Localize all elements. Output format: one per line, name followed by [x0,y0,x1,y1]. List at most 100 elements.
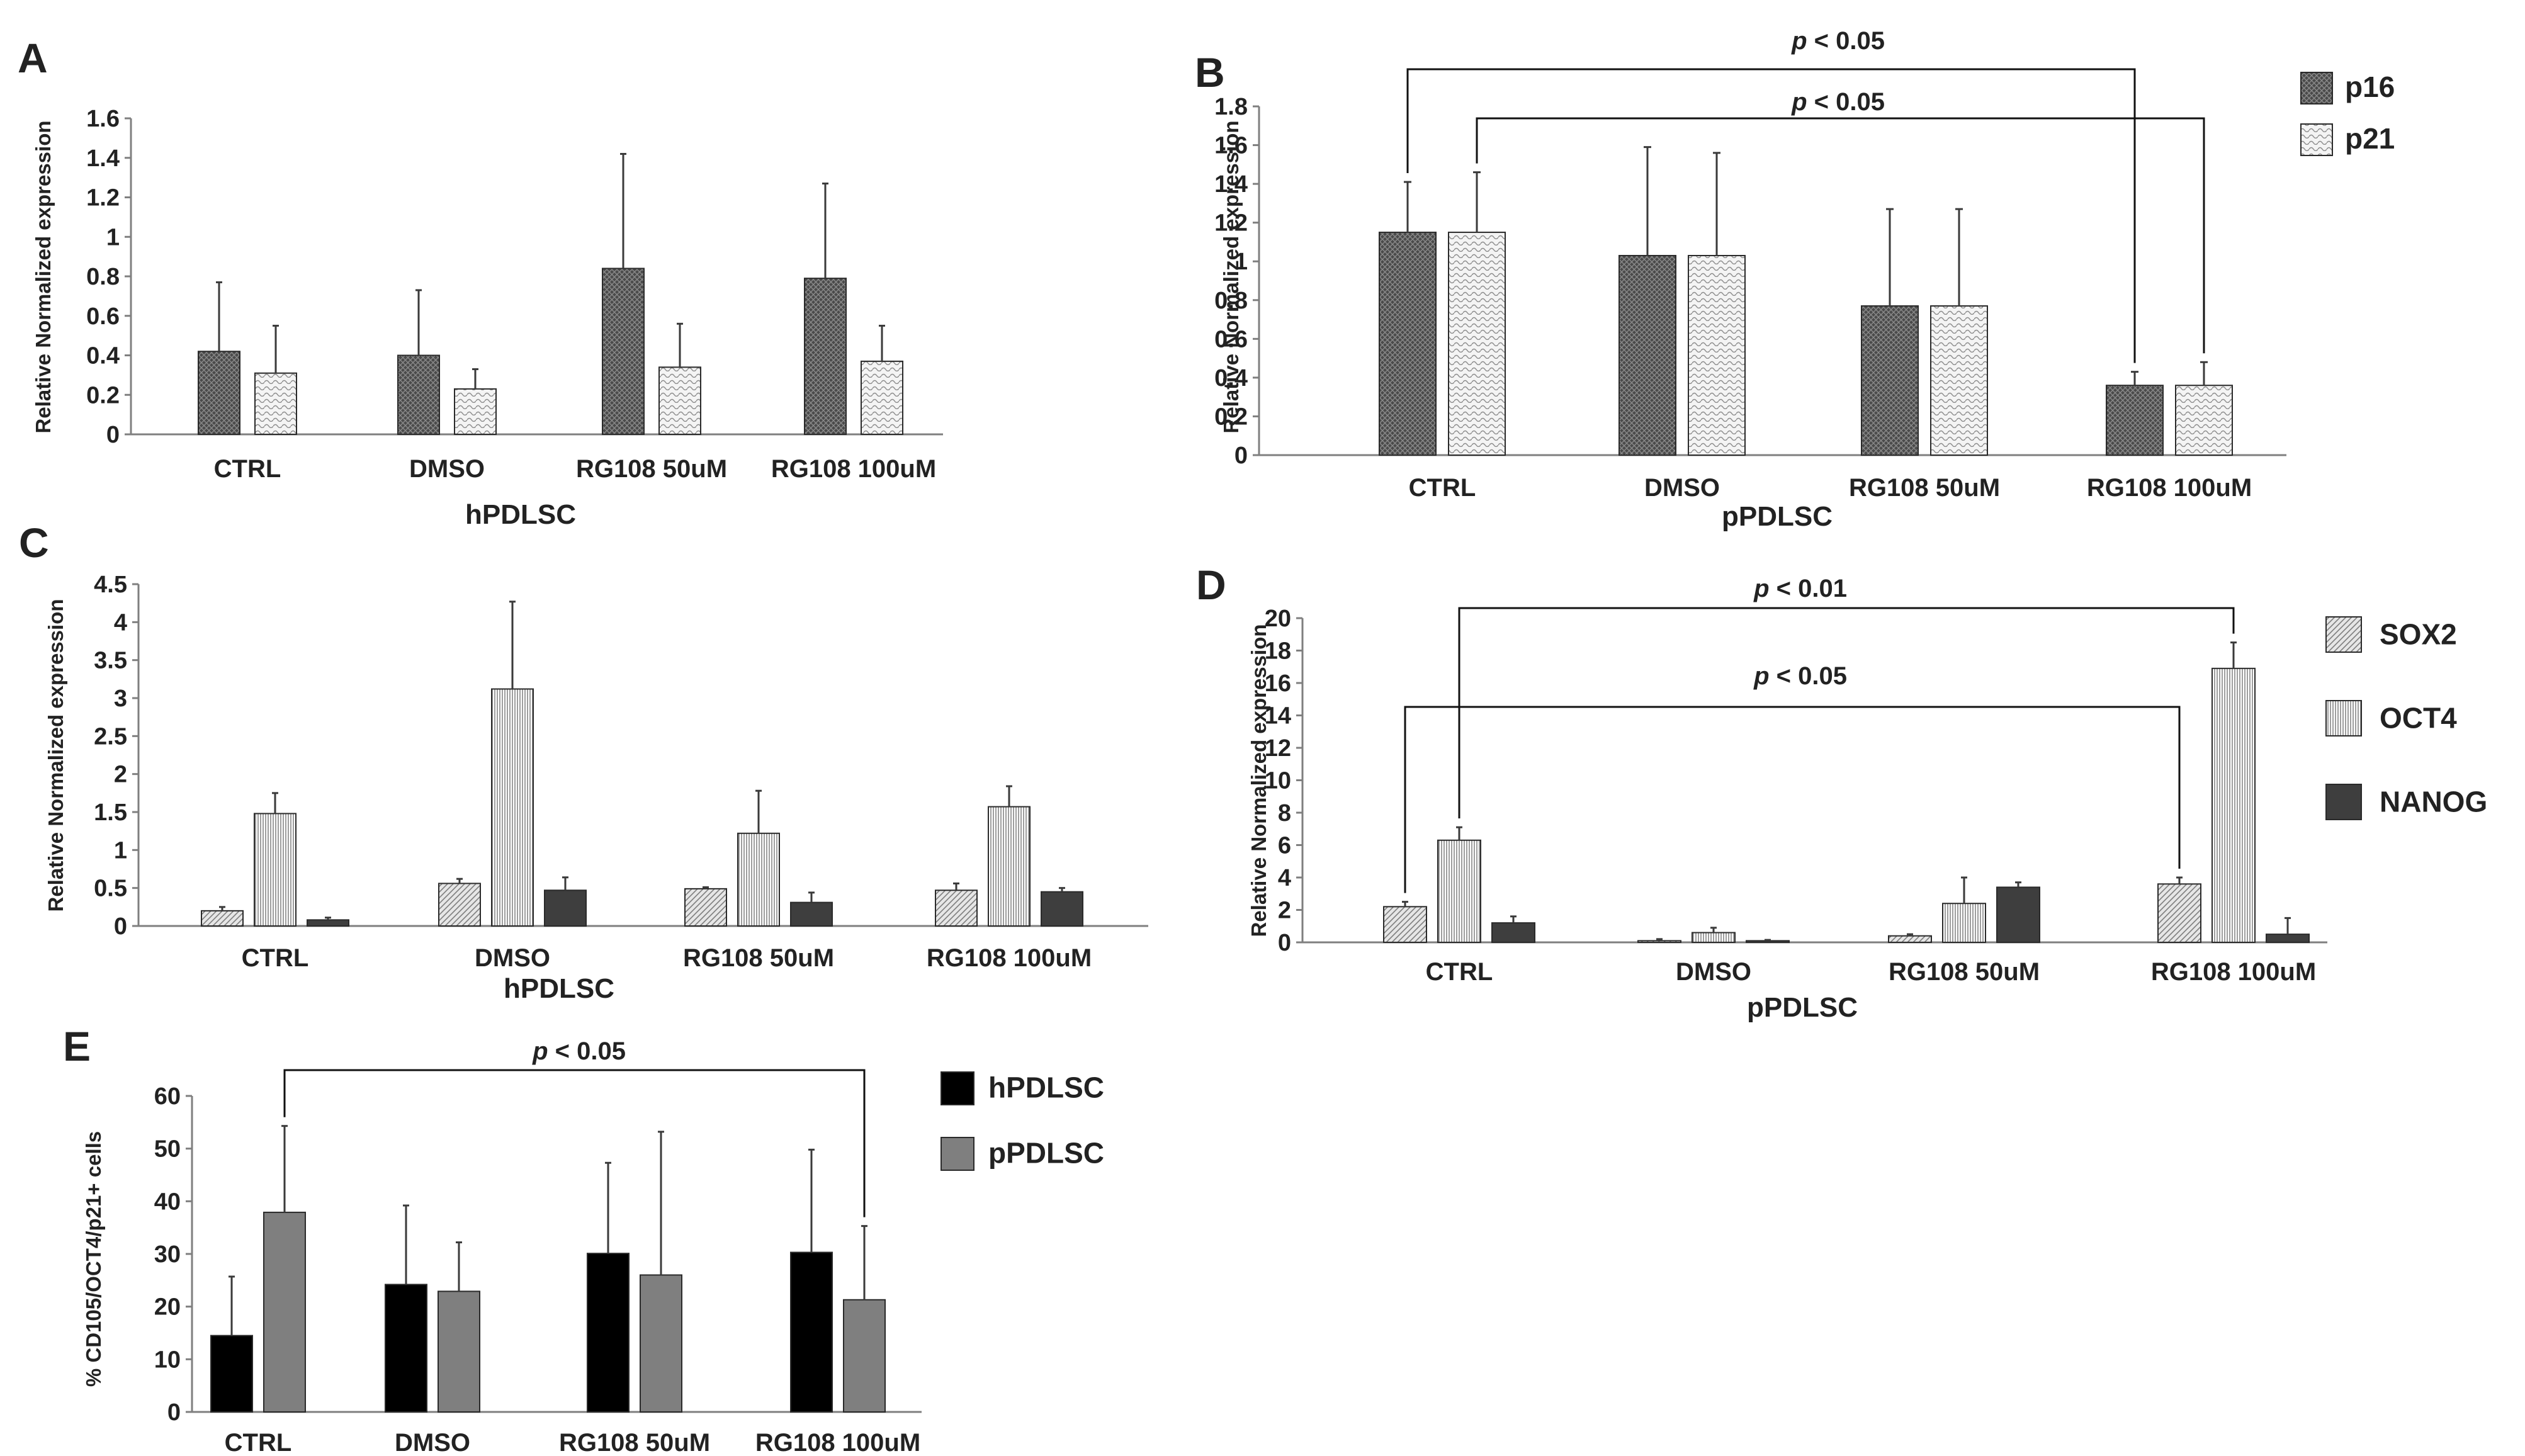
x-tick-label: CTRL [214,455,281,483]
bar-p21 [254,372,297,435]
y-axis-label: Relative Normalized expression [31,120,55,433]
bar-p21 [1448,232,1506,456]
bar-hpdlsc [210,1335,253,1413]
y-tick-label: 0.4 [86,343,120,370]
y-tick-label: 3.5 [94,648,127,674]
y-tick-label: 50 [154,1136,181,1163]
panel-letter: B [1195,49,1225,96]
bar-ppdlsc [640,1274,682,1413]
y-tick-label: 20 [154,1294,181,1321]
bar-p21 [658,366,701,436]
significance-label: p < 0.05 [532,1037,626,1065]
bar-sox2 [1383,906,1427,943]
y-axis-label: % CD105/OCT4/p21+ cells [82,1131,105,1387]
significance-label: p < 0.05 [1791,88,1885,116]
bar-oct4 [988,806,1031,927]
significance-bracket [283,1069,866,1217]
x-tick-label: CTRL [225,1429,292,1456]
x-tick-label: RG108 100uM [927,944,1092,972]
bar-nanog [790,901,833,927]
significance-value: < 0.05 [1814,88,1885,116]
y-tick-label: 12 [1265,735,1291,762]
bar-p21 [1688,254,1746,456]
bar-ppdlsc [843,1299,886,1413]
legend-swatch-oct4 [2325,700,2362,736]
bar-p16 [804,278,847,436]
bar-p21 [861,360,903,435]
bar-p21 [2175,385,2233,456]
y-tick-label: 1.4 [1214,171,1248,198]
y-tick-label: 4 [1278,865,1291,891]
x-axis-label: hPDLSC [504,973,614,1004]
legend-label: NANOG [2380,786,2487,818]
y-tick-label: 0.6 [86,303,120,330]
y-tick-label: 3 [114,686,127,712]
significance-p: p [1753,575,1777,602]
x-tick-label: RG108 100uM [771,455,936,483]
y-tick-label: 0.8 [86,264,120,290]
x-tick-label: RG108 50uM [576,455,727,483]
bar-p21 [1930,305,1988,456]
legend-swatch-hpdlsc [941,1071,974,1105]
panel-e: E % CD105/OCT4/p21+ cells 0 10 20 30 40 50 60 CTR… [63,1023,1104,1456]
y-tick-label: 1 [114,837,127,864]
x-tick-label: RG108 50uM [1889,958,2040,986]
panel-c: C Relative Normalized expression 0 0.5 1 1.5 2… [19,519,1148,1004]
bar-sox2 [935,889,978,927]
y-axis-label: Relative Normalized expression [1219,120,1243,433]
x-tick-label: RG108 50uM [559,1429,710,1456]
panel-b: B Relative Normalized expression 0 0.2 0.4 0.… [1195,27,2395,532]
y-tick-label: 0 [1234,443,1248,469]
y-tick-label: 1.4 [86,145,120,172]
bar-nanog [1746,940,1790,944]
y-tick-label: 0.2 [86,382,120,409]
legend-label: p21 [2345,122,2395,155]
bar-oct4 [2211,667,2256,943]
x-tick-label: CTRL [1426,958,1493,986]
y-tick-label: 0.4 [1214,365,1248,392]
bar-sox2 [684,888,727,927]
legend-label: hPDLSC [988,1071,1104,1104]
y-tick-label: 2 [114,762,127,788]
bar-p21 [454,388,497,436]
bar-hpdlsc [385,1284,427,1413]
bar-oct4 [1692,932,1736,944]
y-tick-label: 0.2 [1214,404,1248,430]
bar-hpdlsc [790,1251,833,1413]
legend-label: OCT4 [2380,702,2457,735]
bar-sox2 [1888,935,1932,943]
bar-nanog [1996,886,2040,943]
bar-nanog [1041,891,1083,927]
significance-p: p [532,1037,555,1065]
bar-nanog [307,919,349,927]
y-tick-label: 16 [1265,670,1291,697]
bar-p16 [1379,232,1437,456]
y-tick-label: 1.6 [86,106,120,132]
y-tick-label: 0.6 [1214,326,1248,353]
y-tick-label: 30 [154,1241,181,1268]
legend-swatch-ppdlsc [941,1137,974,1171]
x-tick-label: DMSO [395,1429,470,1456]
significance-bracket [1406,68,2136,363]
bar-sox2 [1637,940,1681,944]
bar-sox2 [201,910,244,927]
panel-a: A Relative Normalized expression 0 0.2 0.4 0.… [18,35,943,530]
y-tick-label: 14 [1265,703,1291,730]
legend-label: pPDLSC [988,1137,1104,1170]
x-axis-label: pPDLSC [1722,501,1833,532]
y-axis-label: Relative Normalized expression [44,599,67,911]
significance-label: p < 0.05 [1753,662,1847,690]
panel-letter: E [63,1023,91,1069]
bar-sox2 [438,883,481,927]
bar-p16 [1861,305,1919,456]
significance-value: < 0.01 [1777,575,1847,602]
y-tick-label: 0 [106,422,120,448]
legend-swatch-nanog [2325,784,2362,820]
bar-oct4 [491,688,534,927]
bar-p16 [1618,254,1676,456]
y-tick-label: 10 [1265,768,1291,794]
x-tick-label: RG108 50uM [683,944,834,972]
x-tick-label: RG108 100uM [755,1429,920,1456]
y-tick-label: 1.5 [94,799,127,826]
legend-label: p16 [2345,71,2395,103]
